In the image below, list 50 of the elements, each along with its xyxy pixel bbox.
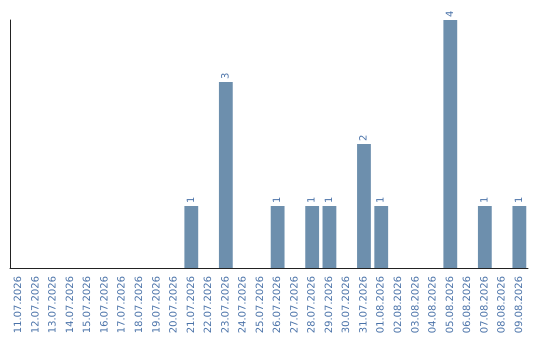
x-tick-label: 31.07.2026 <box>358 276 370 334</box>
x-tick-label: 11.07.2026 <box>13 276 24 334</box>
x-tick-label: 25.07.2026 <box>254 276 266 334</box>
data-label: 1 <box>376 196 387 203</box>
data-label: 1 <box>514 196 525 203</box>
bar <box>305 206 320 268</box>
x-tick-label: 21.07.2026 <box>186 276 197 334</box>
data-label: 4 <box>444 10 456 17</box>
x-tick-label: 13.07.2026 <box>48 276 59 334</box>
data-label: 1 <box>272 196 284 203</box>
data-label: 1 <box>306 196 318 203</box>
x-tick-label: 28.07.2026 <box>306 276 318 334</box>
x-tick-label: 07.08.2026 <box>479 276 490 334</box>
x-tick-label: 24.07.2026 <box>238 276 249 334</box>
data-label: 2 <box>358 134 370 141</box>
x-tick-label: 27.07.2026 <box>289 276 300 334</box>
x-tick-label: 22.07.2026 <box>203 276 214 334</box>
x-tick-label: 29.07.2026 <box>324 276 335 334</box>
data-label: 1 <box>324 196 335 203</box>
x-tick-label: 19.07.2026 <box>151 276 162 334</box>
x-tick-label: 05.08.2026 <box>444 276 456 334</box>
x-tick-label: 09.08.2026 <box>514 276 525 334</box>
data-label: 3 <box>220 72 232 79</box>
x-tick-label: 14.07.2026 <box>64 276 76 334</box>
x-tick-label: 23.07.2026 <box>220 276 232 334</box>
x-tick-label: 18.07.2026 <box>134 276 145 334</box>
x-tick-label: 17.07.2026 <box>116 276 128 334</box>
bar <box>512 206 526 268</box>
x-tick-label: 08.08.2026 <box>496 276 508 334</box>
x-tick-label: 16.07.2026 <box>99 276 110 334</box>
x-tick-label: 20.07.2026 <box>168 276 180 334</box>
bar <box>357 144 371 268</box>
x-tick-label: 02.08.2026 <box>393 276 404 334</box>
x-tick-label: 03.08.2026 <box>410 276 422 334</box>
data-label: 1 <box>479 196 490 203</box>
bar <box>184 206 198 268</box>
bar <box>270 206 285 268</box>
x-tick-label: 04.08.2026 <box>428 276 439 334</box>
x-tick-label: 15.07.2026 <box>82 276 94 334</box>
bar <box>374 206 388 268</box>
x-tick-label: 01.08.2026 <box>376 276 387 334</box>
x-tick-label: 26.07.2026 <box>272 276 284 334</box>
bar <box>218 82 233 268</box>
bar <box>443 20 458 268</box>
bar <box>322 206 336 268</box>
bar <box>478 206 492 268</box>
x-tick-label: 06.08.2026 <box>462 276 474 334</box>
data-label: 1 <box>186 196 197 203</box>
x-tick-label: 12.07.2026 <box>30 276 42 334</box>
x-tick-label: 30.07.2026 <box>341 276 352 334</box>
